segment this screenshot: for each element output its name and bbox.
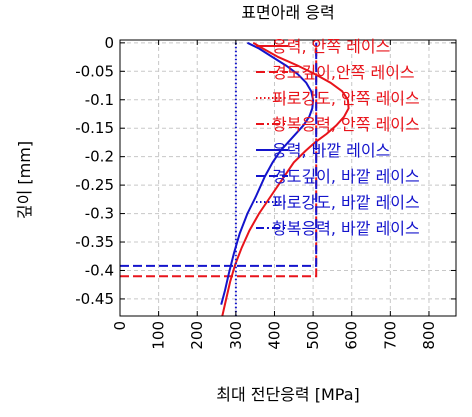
x-axis: 0 100 200 300 400 500 600 700 800 xyxy=(111,40,438,350)
y-tick-label: -0.2 xyxy=(85,148,114,166)
y-tick-label: 0 xyxy=(104,34,114,52)
series-line-1 xyxy=(221,41,350,317)
x-tick-label: 0 xyxy=(111,321,129,331)
x-tick-label: 300 xyxy=(227,321,245,350)
y-tick-label: -0.15 xyxy=(75,119,114,137)
chart-title: 표면아래 응력 xyxy=(241,3,334,22)
legend-label-8: 항복응력, 바깥 레이스 xyxy=(272,219,420,238)
x-tick-label: 700 xyxy=(381,321,399,350)
series-line-6 xyxy=(120,42,318,267)
legend-label-4: 항복응력, 안쪽 레이스 xyxy=(272,115,420,134)
y-axis: 0 -0.05 -0.1 -0.15 -0.2 -0.25 -0.3 -0.35 -0.4 -0.… xyxy=(75,34,456,308)
y-tick-label: -0.05 xyxy=(75,62,114,80)
legend-label-2: 경도깊이,안쪽 레이스 xyxy=(272,63,415,82)
plot-frame xyxy=(119,39,457,317)
y-tick-label: -0.1 xyxy=(85,91,114,109)
grid xyxy=(119,40,456,316)
x-tick-label: 100 xyxy=(150,321,168,350)
x-tick-label: 400 xyxy=(265,321,283,350)
legend-label-6: 경도깊이, 바깥 레이스 xyxy=(272,167,420,186)
y-tick-label: -0.25 xyxy=(75,176,114,194)
legend-label-1: 응력, 안쪽 레이스 xyxy=(272,37,390,56)
series-line-5 xyxy=(220,41,315,305)
x-tick-label: 600 xyxy=(343,321,361,350)
x-axis-label: 최대 전단응력 [MPa] xyxy=(216,385,360,404)
legend-label-7: 피로강도, 바깥 레이스 xyxy=(272,193,420,212)
series-layer xyxy=(120,41,350,317)
y-tick-label: -0.4 xyxy=(85,261,114,279)
legend-label-5: 응력, 바깥 레이스 xyxy=(272,141,390,160)
x-tick-label: 200 xyxy=(188,321,206,350)
y-tick-label: -0.45 xyxy=(75,290,114,308)
y-tick-label: -0.35 xyxy=(75,233,114,251)
y-axis-label: 깊이 [mm] xyxy=(15,141,34,219)
legend-label-3: 피로강도, 안쪽 레이스 xyxy=(272,89,420,108)
x-tick-label: 800 xyxy=(420,321,438,350)
x-tick-label: 500 xyxy=(304,321,322,350)
y-tick-label: -0.3 xyxy=(85,205,114,223)
